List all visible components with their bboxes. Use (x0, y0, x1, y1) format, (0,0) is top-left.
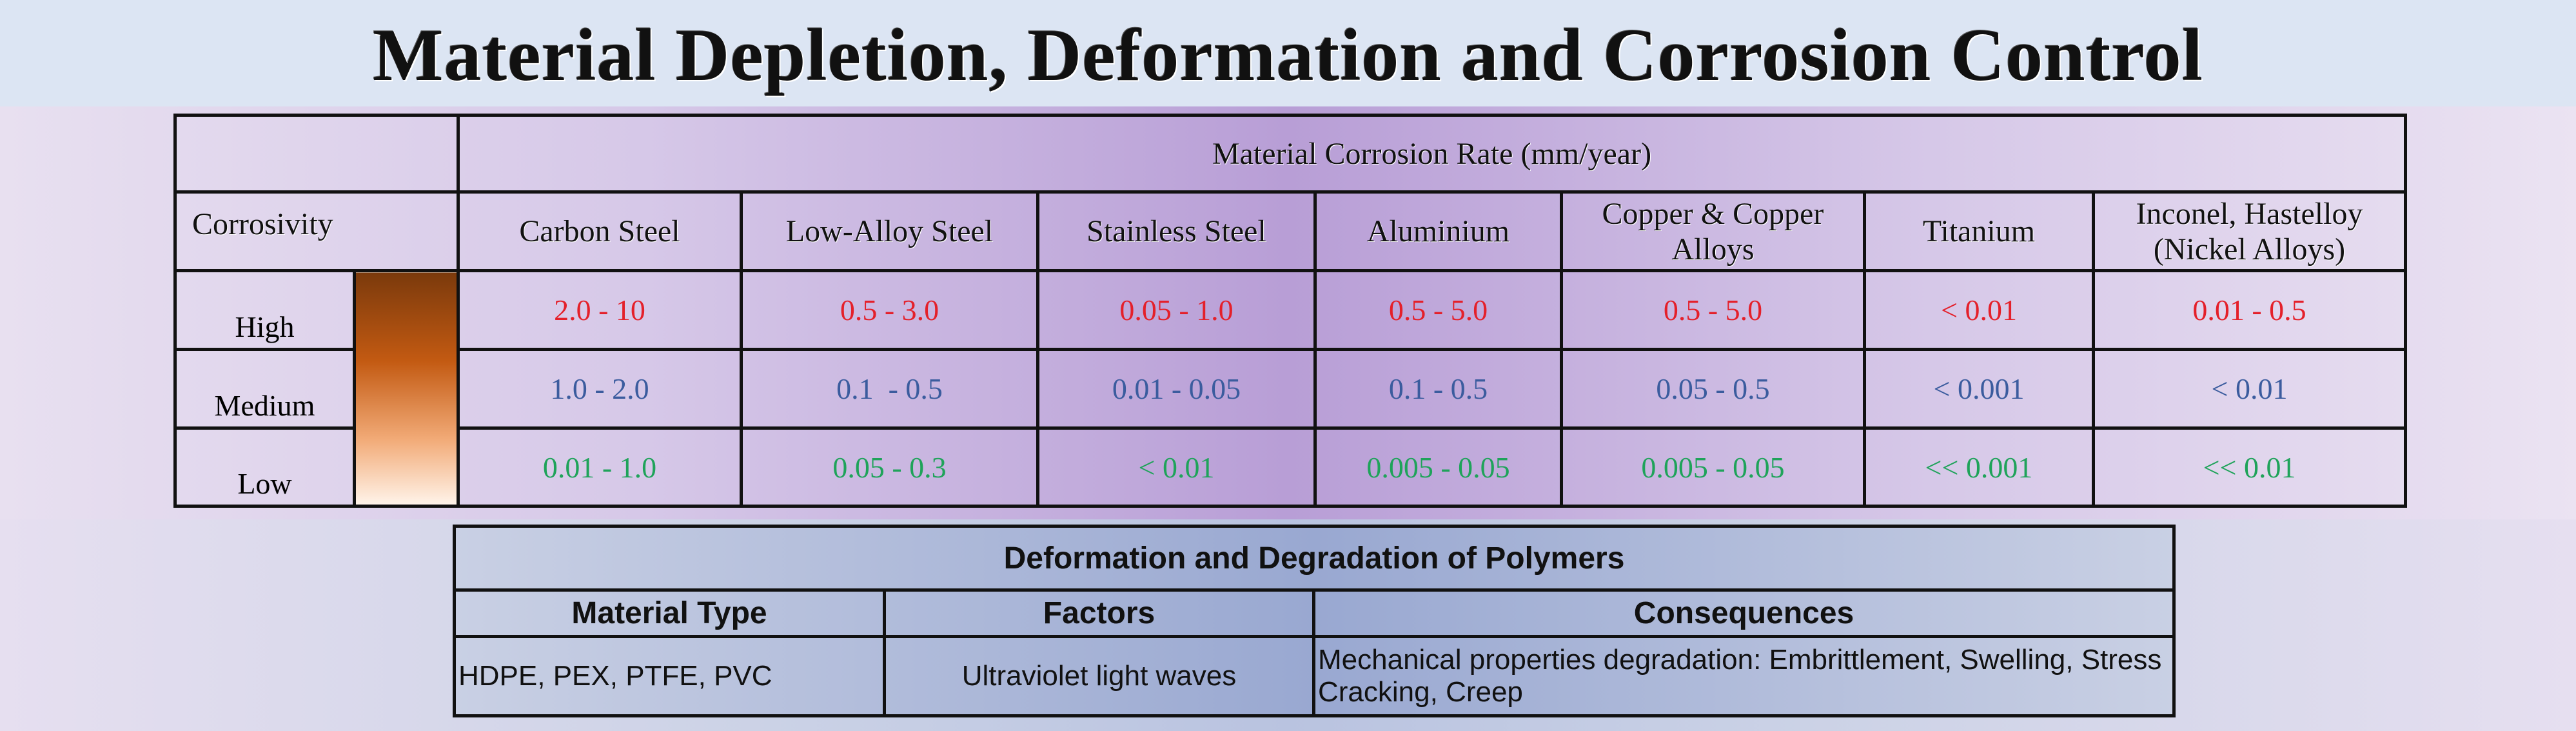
level-label: Low (173, 426, 356, 508)
rate-cell: 0.01 - 0.5 (2091, 269, 2408, 351)
rate-cell: 0.01 - 0.05 (1036, 348, 1317, 430)
rate-cell: << 0.01 (2091, 426, 2408, 508)
rate-cell: << 0.001 (1863, 426, 2095, 508)
column-header: Titanium (1863, 190, 2095, 272)
column-header: Low-Alloy Steel (740, 190, 1039, 272)
level-label: Medium (173, 348, 356, 430)
rate-cell: 0.05 - 1.0 (1036, 269, 1317, 351)
rate-cell: < 0.01 (1863, 269, 2095, 351)
column-header: Consequences (1312, 588, 2176, 638)
table-row: HDPE, PEX, PTFE, PVC Ultraviolet light w… (453, 635, 2176, 717)
rate-cell: 0.5 - 3.0 (740, 269, 1039, 351)
rate-cell: < 0.001 (1863, 348, 2095, 430)
level-label: High (173, 269, 356, 351)
table-row-low: Low 0.01 - 1.0 0.05 - 0.3 < 0.01 0.005 -… (173, 426, 2408, 508)
corner-cell (173, 114, 460, 194)
rate-cell: 0.05 - 0.3 (740, 426, 1039, 508)
column-header: Aluminium (1313, 190, 1563, 272)
rate-cell: 0.005 - 0.05 (1560, 426, 1866, 508)
rate-cell: 0.5 - 5.0 (1313, 269, 1563, 351)
corrosivity-gradient-bar (353, 269, 460, 508)
title-band (0, 0, 2576, 106)
corrosion-rate-table: Material Corrosion Rate (mm/year) Corros… (173, 114, 2408, 508)
rate-cell: < 0.01 (1036, 426, 1317, 508)
rate-cell: 1.0 - 2.0 (457, 348, 743, 430)
material-type-cell: HDPE, PEX, PTFE, PVC (453, 635, 886, 717)
column-header: Factors (883, 588, 1315, 638)
consequences-cell: Mechanical properties degradation: Embri… (1312, 635, 2176, 717)
rate-cell: 2.0 - 10 (457, 269, 743, 351)
column-header: Stainless Steel (1036, 190, 1317, 272)
table-row-high: High 2.0 - 10 0.5 - 3.0 0.05 - 1.0 0.5 -… (173, 269, 2408, 508)
table-row-medium: Medium 1.0 - 2.0 0.1 - 0.5 0.01 - 0.05 0… (173, 348, 2408, 430)
column-header: Carbon Steel (457, 190, 743, 272)
page-title: Material Depletion, Deformation and Corr… (373, 14, 2203, 97)
column-header: Material Type (453, 588, 886, 638)
rate-cell: 0.5 - 5.0 (1560, 269, 1866, 351)
rate-cell: 0.01 - 1.0 (457, 426, 743, 508)
column-header: Inconel, Hastelloy (Nickel Alloys) (2091, 190, 2408, 272)
polymer-table-title: Deformation and Degradation of Polymers (452, 525, 2176, 592)
column-header: Copper & Copper Alloys (1560, 190, 1866, 272)
corrosion-rate-header: Material Corrosion Rate (mm/year) (456, 114, 2408, 194)
corrosivity-label: Corrosivity (173, 190, 460, 272)
rate-cell: < 0.01 (2091, 348, 2408, 430)
rate-cell: 0.1 - 0.5 (1313, 348, 1563, 430)
rate-cell: 0.05 - 0.5 (1560, 348, 1866, 430)
factors-cell: Ultraviolet light waves (883, 635, 1315, 717)
polymer-degradation-table: Deformation and Degradation of Polymers … (452, 525, 2176, 717)
rate-cell: 0.005 - 0.05 (1313, 426, 1563, 508)
rate-cell: 0.1 - 0.5 (740, 348, 1039, 430)
